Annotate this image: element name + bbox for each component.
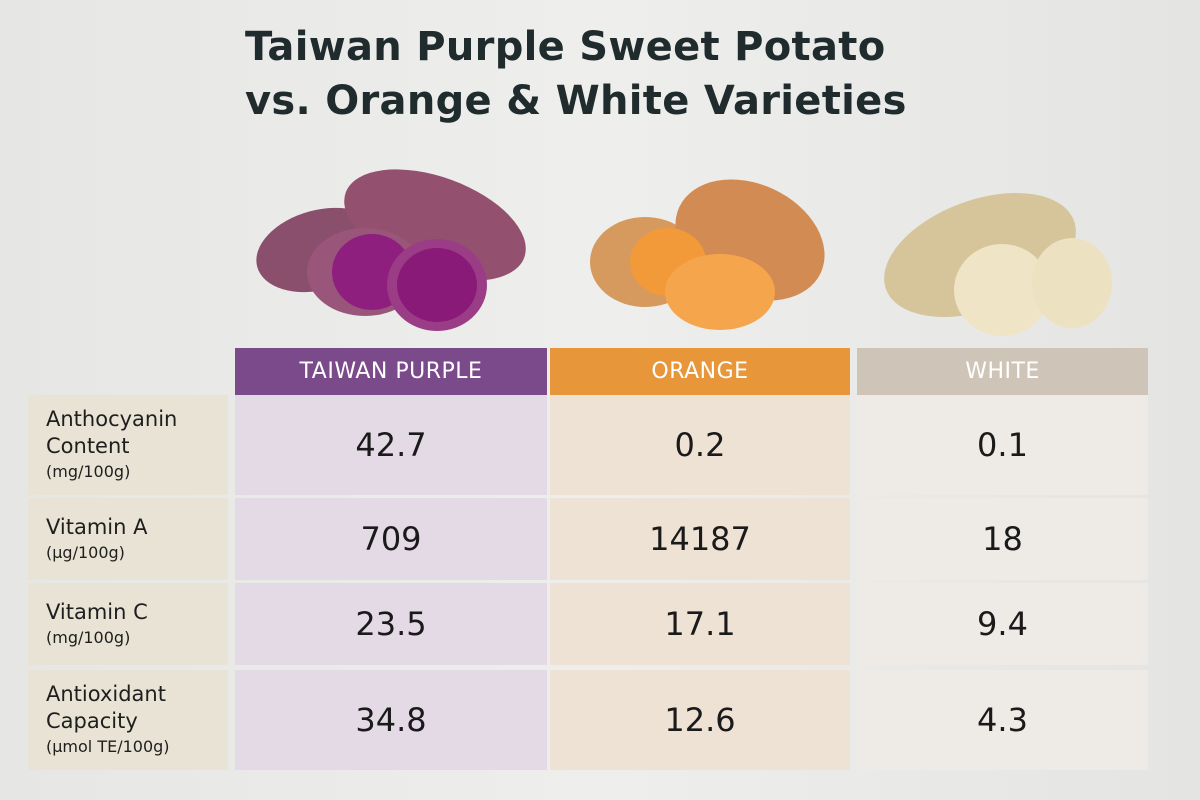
title-line: vs. Orange & White Varieties bbox=[245, 78, 907, 124]
row-label-line: Anthocyanin bbox=[46, 407, 178, 431]
value-cell: 23.5 bbox=[235, 583, 547, 665]
potato-illustrations bbox=[256, 169, 1112, 336]
row-label: Vitamin A (µg/100g) bbox=[28, 498, 228, 580]
row-label-line: Capacity bbox=[46, 709, 138, 733]
column-header: TAIWAN PURPLE bbox=[235, 348, 547, 395]
value-cell: 12.6 bbox=[550, 670, 850, 770]
row-label: Antioxidant Capacity (µmol TE/100g) bbox=[28, 670, 228, 770]
row-label-line: Vitamin C bbox=[46, 599, 148, 624]
purple-potatoes bbox=[256, 169, 526, 331]
row-label-line: Antioxidant bbox=[46, 682, 166, 706]
value-cell: 9.4 bbox=[857, 583, 1148, 665]
value-cell: 34.8 bbox=[235, 670, 547, 770]
row-unit: (mg/100g) bbox=[46, 462, 131, 481]
value-cell: 17.1 bbox=[550, 583, 850, 665]
row-label-line: Content bbox=[46, 434, 130, 458]
row-unit: (mg/100g) bbox=[46, 627, 131, 647]
row-label: Vitamin C (mg/100g) bbox=[28, 583, 228, 665]
row-label-line: Vitamin A bbox=[46, 514, 148, 539]
value-cell: 4.3 bbox=[857, 670, 1148, 770]
row-unit: (µg/100g) bbox=[46, 542, 125, 562]
value-cell: 18 bbox=[857, 498, 1148, 580]
column-header: ORANGE bbox=[550, 348, 850, 395]
value-cell: 0.2 bbox=[550, 395, 850, 495]
row-unit: (µmol TE/100g) bbox=[46, 737, 170, 756]
white-potatoes bbox=[884, 193, 1112, 336]
value-cell: 14187 bbox=[550, 498, 850, 580]
value-cell: 709 bbox=[235, 498, 547, 580]
title-line: Taiwan Purple Sweet Potato bbox=[245, 24, 886, 70]
value-cell: 42.7 bbox=[235, 395, 547, 495]
row-label: Anthocyanin Content (mg/100g) bbox=[28, 395, 228, 495]
orange-potatoes bbox=[590, 179, 825, 330]
value-cell: 0.1 bbox=[857, 395, 1148, 495]
column-header: WHITE bbox=[857, 348, 1148, 395]
